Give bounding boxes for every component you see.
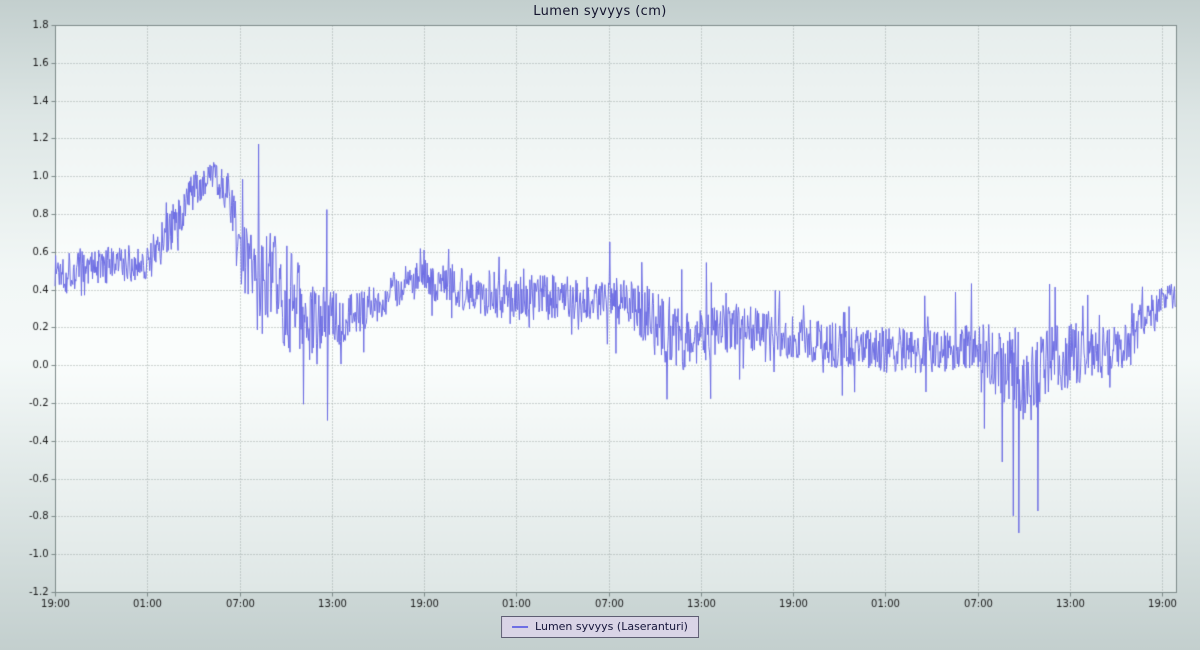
- chart-legend: Lumen syvyys (Laseranturi): [501, 616, 699, 638]
- legend-line-swatch: [512, 625, 529, 628]
- legend-label: Lumen syvyys (Laseranturi): [535, 620, 688, 633]
